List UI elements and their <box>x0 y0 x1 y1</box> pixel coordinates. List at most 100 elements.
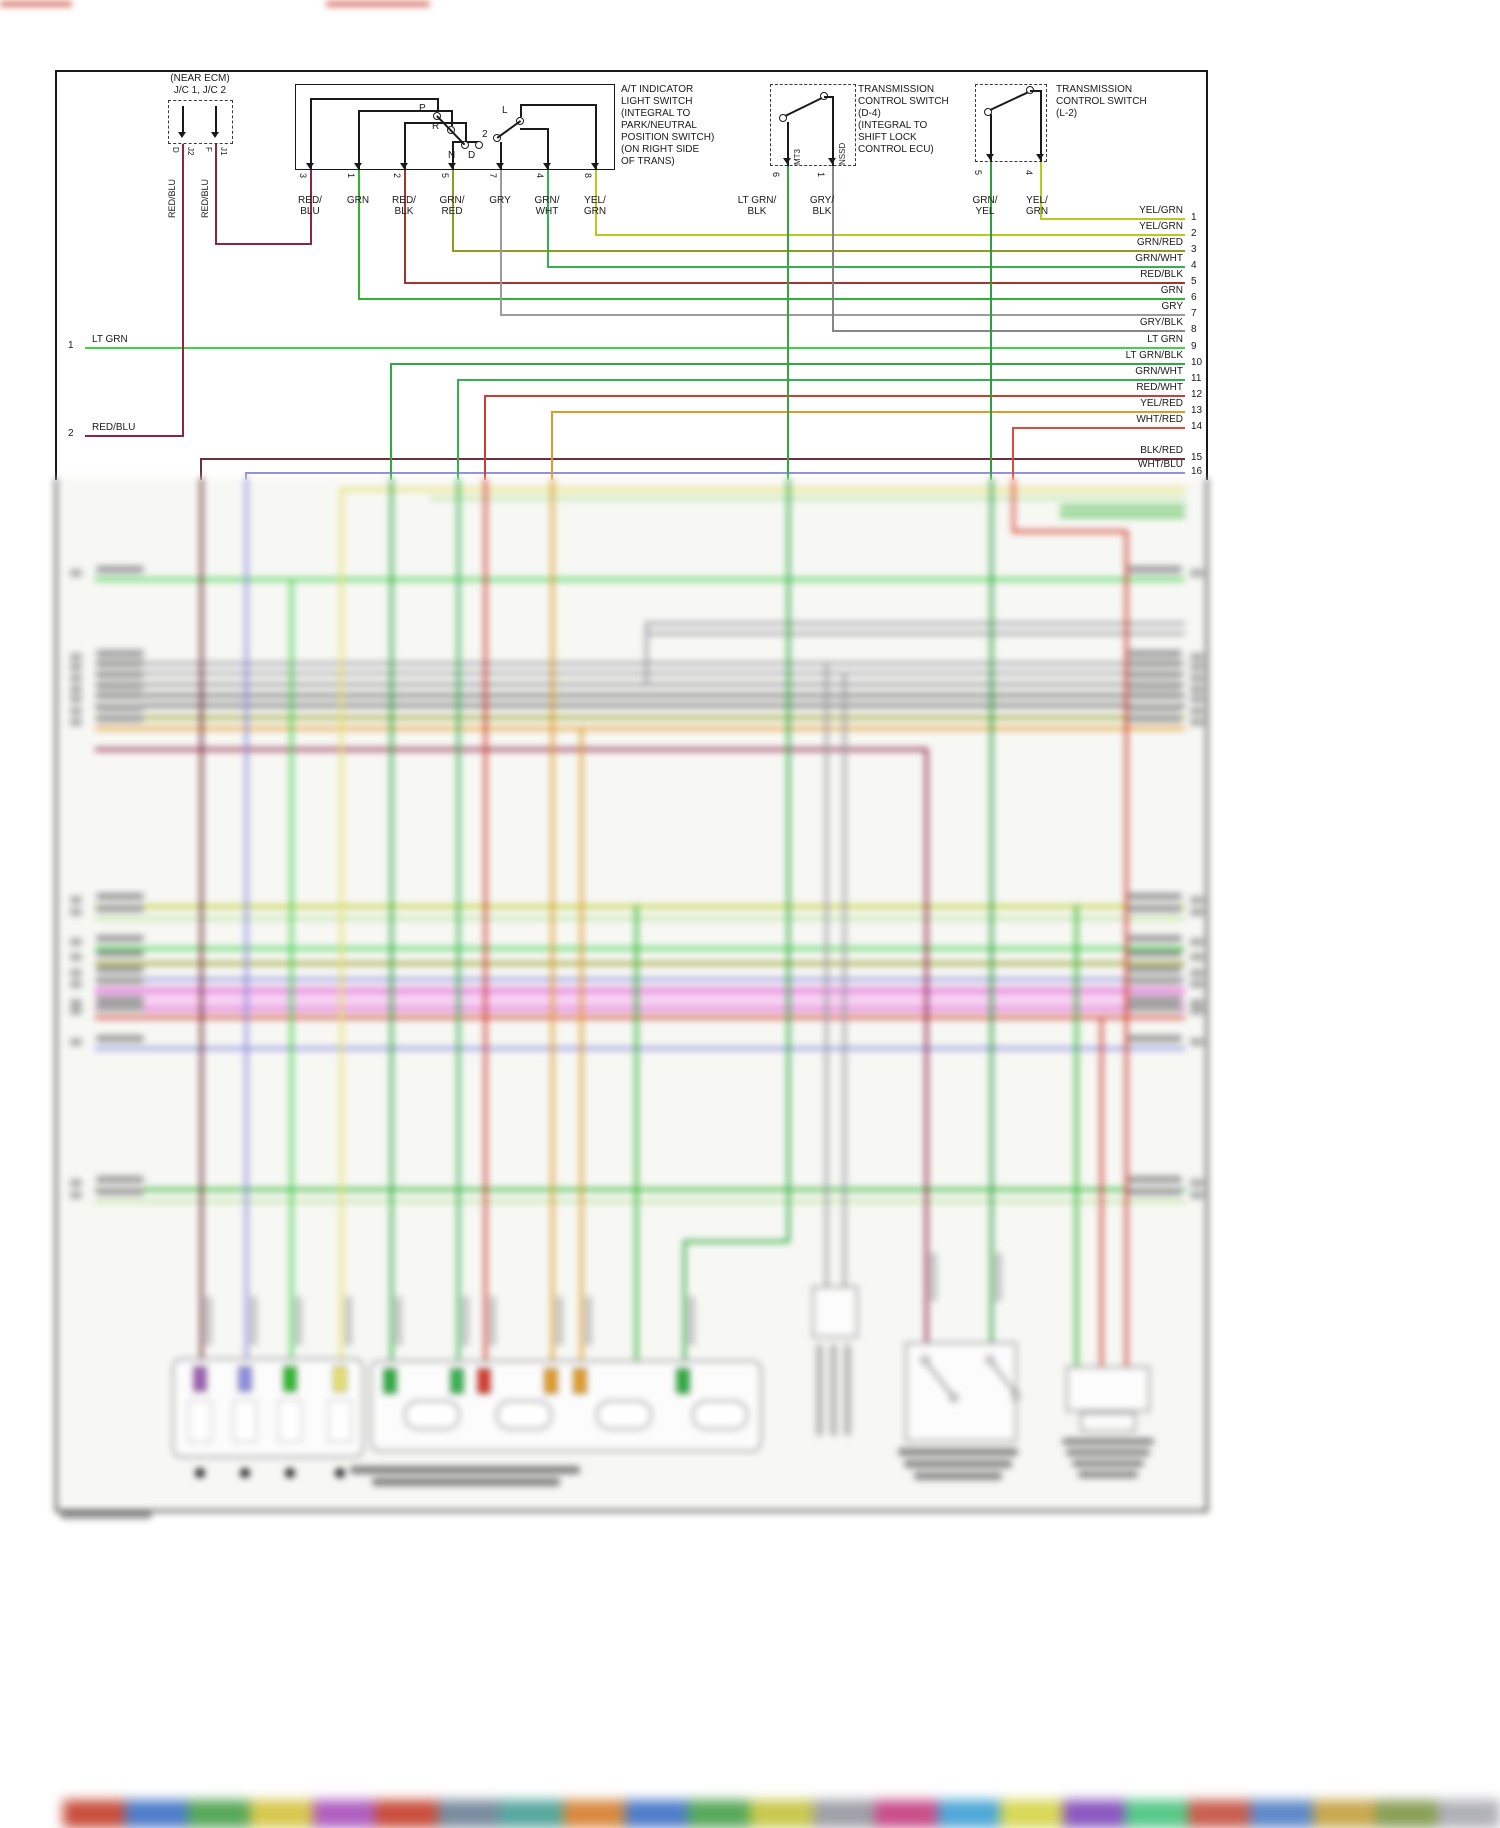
wire-row-right-12: RED/WHT 12 <box>0 382 1210 400</box>
connector-pin <box>573 1368 587 1394</box>
d4-switch-title: TRANSMISSION CONTROL SWITCH (D-4) (INTEG… <box>858 84 949 156</box>
wire-label: YEL/RED <box>1140 398 1183 409</box>
connector-block-b2 <box>1080 1412 1136 1432</box>
wire-row-right-7: GRY 7 <box>0 301 1210 319</box>
blurred-text-blob <box>1072 1460 1144 1467</box>
title-line: LIGHT SWITCH <box>621 96 693 107</box>
frame-left <box>55 70 57 480</box>
blurred-text-blob <box>1190 695 1204 703</box>
blurred-text-blob <box>70 908 82 916</box>
gear-position-label: D <box>468 150 476 161</box>
color-swatch <box>312 1800 375 1828</box>
wire-line <box>551 411 1185 413</box>
wire-segment <box>787 478 790 1242</box>
wire-label: GRN/RED <box>1136 237 1183 248</box>
blurred-text-blob <box>60 1512 152 1519</box>
color-swatch <box>1437 1800 1500 1828</box>
wire-segment <box>1206 478 1208 1512</box>
wire-segment <box>182 140 184 436</box>
ground-dot-icon <box>285 1468 295 1478</box>
wire-segment <box>95 978 1185 981</box>
wire-line <box>404 282 1185 284</box>
switch-line <box>358 110 360 170</box>
wire-segment <box>215 140 217 244</box>
blurred-text-blob <box>1190 999 1204 1007</box>
contact-icon <box>950 1394 958 1402</box>
wire-segment <box>457 478 460 1368</box>
blurred-text-blob <box>1190 1038 1204 1046</box>
wire-segment <box>358 170 360 300</box>
blurred-text-blob <box>70 1007 82 1015</box>
wire-color-label: BLU <box>300 206 320 217</box>
blurred-text-blob <box>1190 1191 1204 1199</box>
wire-segment <box>825 662 828 1288</box>
blurred-text-blob <box>70 685 82 693</box>
l2-switch-box <box>975 84 1047 162</box>
wire-segment <box>990 162 992 480</box>
blurred-text-blob <box>1190 663 1204 671</box>
blurred-text-blob <box>70 896 82 904</box>
wire-segment <box>95 683 1185 686</box>
blurred-text-blob <box>1128 977 1182 984</box>
color-swatch <box>1187 1800 1250 1828</box>
frame-top <box>55 70 1208 72</box>
pin-arrow-icon <box>783 158 791 164</box>
blurred-text-blob <box>904 1460 1012 1468</box>
wire-color-label: GRY <box>489 195 511 206</box>
blurred-text-blob <box>70 980 82 988</box>
wire-segment <box>95 748 925 751</box>
blurred-text-blob <box>1128 1188 1182 1195</box>
blurred-text-blob <box>1128 566 1182 573</box>
blurred-text-blob <box>70 695 82 703</box>
blurred-text-blob <box>462 1296 469 1346</box>
wire-row-right-2: YEL/GRN 2 <box>0 221 1210 239</box>
blurred-text-blob <box>489 1296 496 1346</box>
wire-label: YEL/GRN <box>1139 205 1183 216</box>
wire-color-label: GRN <box>346 195 370 206</box>
title-line: TRANSMISSION <box>1056 84 1133 95</box>
blurred-text-blob <box>1190 707 1204 715</box>
contact-icon <box>921 1356 929 1364</box>
wire-line <box>547 266 1185 268</box>
blurred-text-blob <box>70 707 82 715</box>
blurred-text-blob <box>995 1252 1002 1302</box>
blurred-text-blob <box>1128 682 1182 689</box>
title-line: (L-2) <box>1056 108 1078 119</box>
wire-segment <box>595 170 597 236</box>
blurred-text-blob <box>1190 980 1204 988</box>
wire-segment <box>484 395 486 480</box>
wire-segment <box>95 672 1185 675</box>
blurred-text-blob <box>70 569 82 577</box>
wire-segment <box>832 166 834 332</box>
color-swatch <box>125 1800 188 1828</box>
wire-number: 13 <box>1191 405 1203 416</box>
wire-label: RED/WHT <box>1136 382 1183 393</box>
wire-segment <box>787 166 789 480</box>
wire-row-right-11: GRN/WHT 11 <box>0 366 1210 384</box>
blurred-text-blob <box>96 1035 144 1042</box>
color-swatch <box>437 1800 500 1828</box>
color-swatch <box>812 1800 875 1828</box>
pin-arrow-icon <box>211 132 219 138</box>
color-swatch <box>375 1800 438 1828</box>
connector-pin <box>450 1368 464 1394</box>
wire-label: GRY <box>1161 301 1184 312</box>
pin-stub <box>832 96 834 166</box>
wire-number: 7 <box>1191 308 1197 319</box>
connector-pin <box>333 1366 347 1392</box>
wire-color-label: WHT <box>535 206 559 217</box>
wire-segment <box>55 478 57 1512</box>
blurred-text-blob <box>70 1179 82 1187</box>
blurred-text-blob <box>1190 685 1204 693</box>
switch-line <box>451 110 453 126</box>
wire-label: GRN <box>1160 285 1183 296</box>
blurred-text-blob <box>585 1296 592 1346</box>
blurred-text-blob <box>1128 966 1182 973</box>
pin-stub <box>824 96 832 98</box>
wire-segment <box>95 905 1185 908</box>
switch-line <box>358 110 451 112</box>
wire-label: GRN/WHT <box>1135 366 1183 377</box>
wire-segment <box>200 458 202 480</box>
wire-segment <box>95 1047 1185 1050</box>
